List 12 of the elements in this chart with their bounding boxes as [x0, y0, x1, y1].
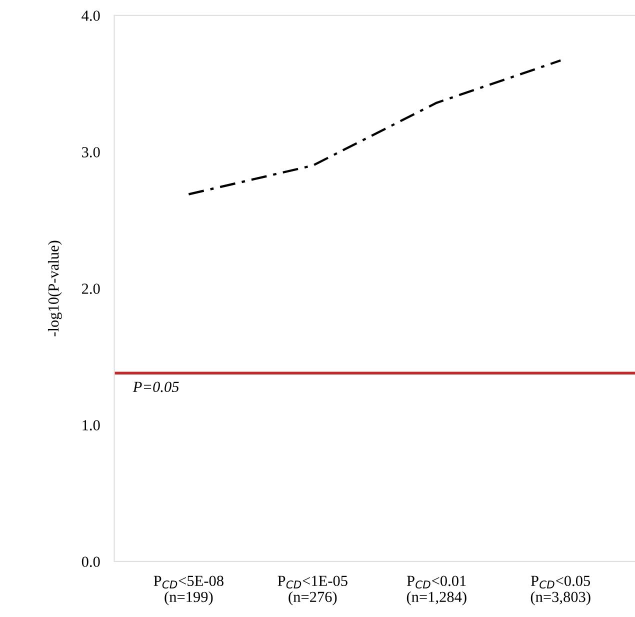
y-tick-label: 4.0: [82, 10, 100, 21]
y-tick-label: 2.0: [82, 284, 100, 294]
x-tick-label: P$_{CD}$<0.01 (n=1,284): [406, 576, 466, 606]
x-tick-label: P$_{CD}$<1E-05 (n=276): [278, 576, 348, 606]
annotation: P=0.05: [132, 382, 179, 392]
x-tick-label: P$_{CD}$<5E-08 (n=199): [154, 576, 224, 606]
y-tick-label: 3.0: [82, 147, 100, 158]
y-tick-label: 0.0: [82, 556, 100, 567]
y-tick-label: 1.0: [82, 420, 100, 430]
x-tick-label: P$_{CD}$<0.05 (n=3,803): [530, 576, 590, 606]
line-series: [188, 59, 562, 196]
y-axis-title: -log10(P-value): [48, 240, 62, 336]
